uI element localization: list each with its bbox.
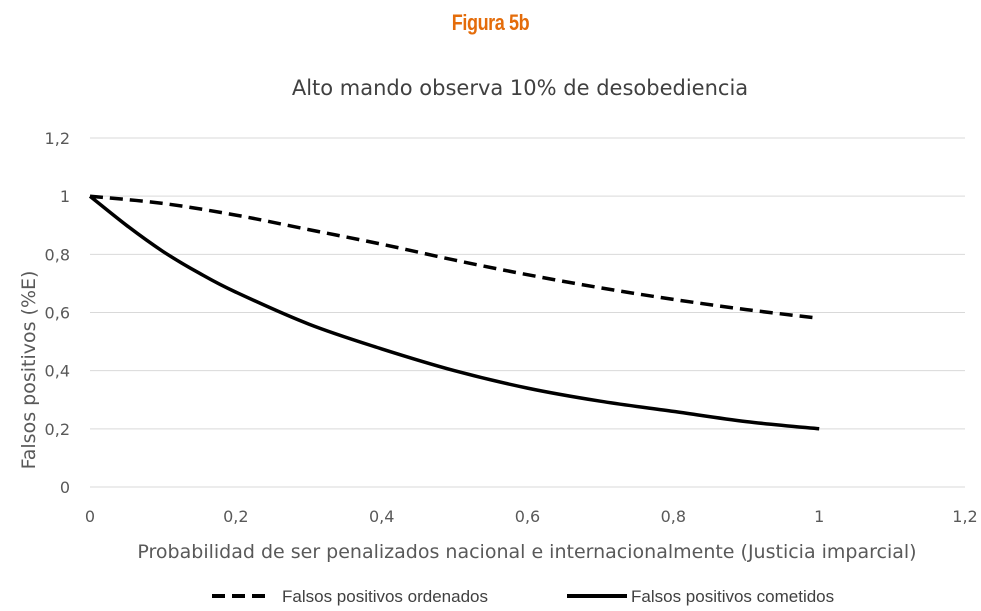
x-tick-label: 0,4 — [369, 507, 394, 526]
legend-label: Falsos positivos ordenados — [282, 587, 488, 606]
x-tick-label: 0 — [85, 507, 95, 526]
x-axis-ticks: 0 0,2 0,4 0,6 0,8 1 1,2 — [85, 507, 978, 526]
series-line-ordenados — [89, 194, 820, 321]
y-tick-label: 0,8 — [45, 245, 70, 264]
x-tick-label: 1 — [814, 507, 824, 526]
y-axis-title: Falsos positivos (%E) — [18, 271, 40, 470]
x-tick-label: 0,6 — [515, 507, 540, 526]
x-tick-label: 1,2 — [952, 507, 977, 526]
y-tick-label: 1 — [60, 187, 70, 206]
y-axis-ticks: 0 0,2 0,4 0,6 0,8 1 1,2 — [45, 129, 70, 497]
series-line-cometidos — [88, 194, 820, 431]
figure-label: Figura 5b — [451, 10, 530, 35]
y-tick-label: 0 — [60, 478, 70, 497]
y-tick-label: 0,2 — [45, 420, 70, 439]
y-tick-label: 1,2 — [45, 129, 70, 148]
gridlines — [90, 137, 965, 488]
legend: Falsos positivos ordenados Falsos positiv… — [212, 587, 834, 606]
chart-title: Alto mando observa 10% de desobediencia — [292, 76, 748, 100]
y-tick-label: 0,4 — [45, 362, 70, 381]
y-tick-label: 0,6 — [45, 304, 70, 323]
x-tick-label: 0,8 — [661, 507, 686, 526]
series-lines — [88, 194, 820, 431]
x-axis-title: Probabilidad de ser penalizados nacional… — [137, 541, 916, 563]
x-tick-label: 0,2 — [223, 507, 248, 526]
legend-label: Falsos positivos cometidos — [631, 587, 834, 606]
